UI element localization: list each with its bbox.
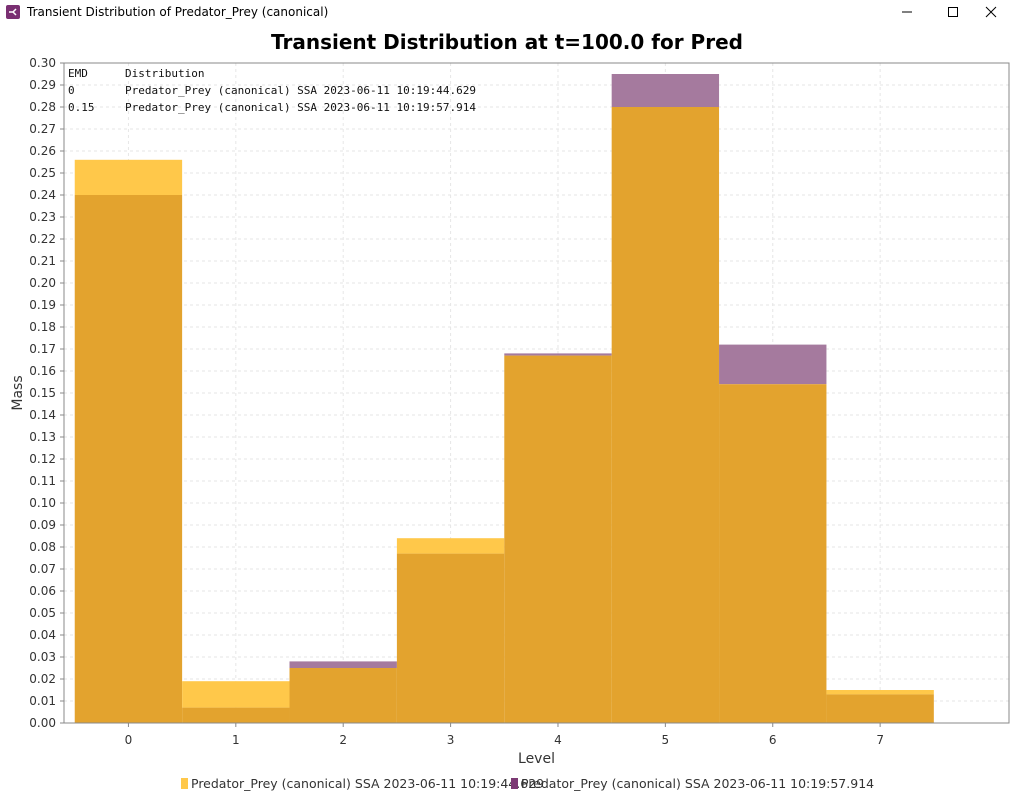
emd-table-cell: Predator_Prey (canonical) SSA 2023-06-11…	[125, 84, 476, 97]
bar-overlap	[611, 107, 720, 723]
legend-label-series-2: Predator_Prey (canonical) SSA 2023-06-11…	[521, 776, 875, 791]
plot-frame	[63, 62, 1010, 724]
legend-swatch-series-1	[181, 778, 188, 789]
x-tick-label: 1	[232, 733, 240, 747]
minimize-icon	[902, 11, 912, 13]
y-tick-label: 0.18	[29, 320, 56, 334]
y-tick-label: 0.24	[29, 188, 56, 202]
bar-overlap	[504, 355, 612, 723]
y-tick-label: 0.02	[29, 672, 56, 686]
window-titlebar: Transient Distribution of Predator_Prey …	[0, 0, 1014, 24]
y-tick-label: 0.14	[29, 408, 56, 422]
y-tick-label: 0.16	[29, 364, 56, 378]
y-tick-label: 0.28	[29, 100, 56, 114]
emd-table-header: Distribution	[125, 67, 204, 80]
bar-series-1-excess	[396, 538, 505, 554]
bar-series-1-excess	[182, 681, 290, 708]
maximize-button[interactable]	[930, 0, 976, 24]
y-tick-label: 0.23	[29, 210, 56, 224]
legend-swatch-series-2	[511, 778, 518, 789]
bar-overlap	[719, 384, 827, 723]
x-tick-label: 3	[447, 733, 455, 747]
y-tick-label: 0.19	[29, 298, 56, 312]
x-tick-label: 0	[125, 733, 133, 747]
y-axis-label: Mass	[10, 375, 26, 410]
legend-label-series-1: Predator_Prey (canonical) SSA 2023-06-11…	[191, 776, 545, 791]
y-tick-label: 0.04	[29, 628, 56, 642]
y-tick-label: 0.25	[29, 166, 56, 180]
bar-overlap	[826, 694, 934, 723]
bar-overlap	[396, 553, 505, 723]
y-tick-label: 0.01	[29, 694, 56, 708]
x-axis-label: Level	[518, 751, 555, 767]
x-tick-label: 5	[662, 733, 670, 747]
y-tick-label: 0.27	[29, 122, 56, 136]
y-tick-label: 0.00	[29, 716, 56, 730]
legend-item-series-1: Predator_Prey (canonical) SSA 2023-06-11…	[181, 776, 544, 791]
chart-title: Transient Distribution at t=100.0 for Pr…	[271, 30, 743, 54]
y-tick-label: 0.03	[29, 650, 56, 664]
bar-series-2-excess	[504, 353, 612, 356]
x-tick-label: 7	[876, 733, 884, 747]
bar-overlap	[182, 707, 290, 723]
y-tick-label: 0.06	[29, 584, 56, 598]
y-tick-label: 0.15	[29, 386, 56, 400]
bar-overlap	[289, 668, 397, 723]
y-tick-label: 0.20	[29, 276, 56, 290]
y-tick-label: 0.11	[29, 474, 56, 488]
y-tick-label: 0.29	[29, 78, 56, 92]
bar-series-1-excess	[826, 690, 934, 695]
legend-item-series-2: Predator_Prey (canonical) SSA 2023-06-11…	[511, 776, 874, 791]
y-tick-label: 0.30	[29, 56, 56, 70]
y-tick-label: 0.22	[29, 232, 56, 246]
app-icon	[6, 5, 20, 19]
bar-series-2-excess	[611, 74, 720, 107]
emd-table-cell: 0	[68, 84, 75, 97]
emd-table-cell: 0.15	[68, 101, 95, 114]
x-tick-label: 4	[554, 733, 562, 747]
bar-series-2-excess	[719, 344, 827, 385]
y-tick-label: 0.26	[29, 144, 56, 158]
x-tick-label: 2	[339, 733, 347, 747]
window-title: Transient Distribution of Predator_Prey …	[27, 5, 329, 19]
y-tick-label: 0.13	[29, 430, 56, 444]
y-tick-label: 0.07	[29, 562, 56, 576]
x-tick-label: 6	[769, 733, 777, 747]
y-tick-label: 0.12	[29, 452, 56, 466]
emd-table-cell: Predator_Prey (canonical) SSA 2023-06-11…	[125, 101, 476, 114]
y-tick-label: 0.17	[29, 342, 56, 356]
maximize-icon	[948, 7, 958, 17]
y-tick-label: 0.21	[29, 254, 56, 268]
chart-legend: Predator_Prey (canonical) SSA 2023-06-11…	[0, 776, 1014, 794]
emd-table-header: EMD	[68, 67, 88, 80]
y-tick-label: 0.10	[29, 496, 56, 510]
close-button[interactable]	[968, 0, 1014, 24]
bar-series-2-excess	[289, 661, 397, 668]
y-tick-label: 0.08	[29, 540, 56, 554]
minimize-button[interactable]	[884, 0, 930, 24]
y-tick-label: 0.05	[29, 606, 56, 620]
close-icon	[985, 6, 997, 18]
y-tick-label: 0.09	[29, 518, 56, 532]
bar-overlap	[74, 195, 183, 723]
bar-series-1-excess	[74, 159, 183, 195]
